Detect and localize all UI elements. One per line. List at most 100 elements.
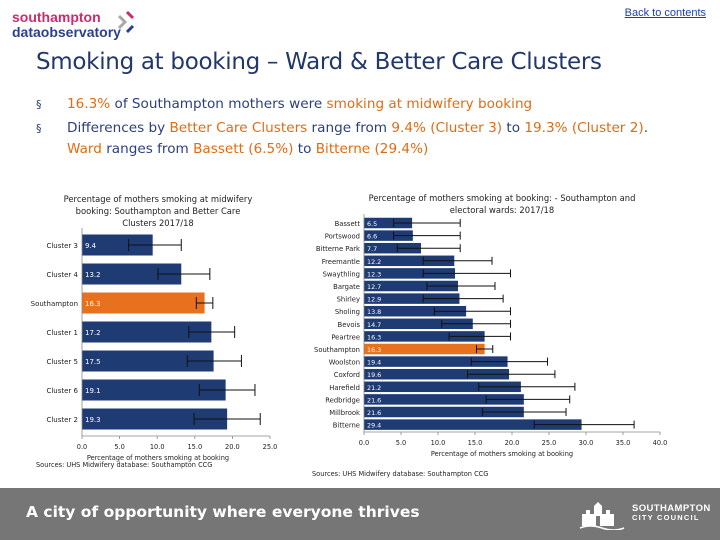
bar-cluster-1 — [82, 321, 212, 343]
category-label-swaythling: Swaythling — [323, 270, 360, 278]
value-label-coxford: 19.6 — [367, 371, 381, 379]
bar-peartree — [364, 331, 485, 342]
category-label-peartree: Peartree — [331, 333, 360, 341]
council-logo-line-2: CITY COUNCIL — [632, 513, 700, 523]
bullet-2-part-2: Better Care Clusters — [169, 120, 308, 136]
bar-bitterne — [364, 419, 582, 430]
category-label-cluster-6: Cluster 6 — [46, 387, 78, 395]
bullet-2-part-10: Bassett (6.5%) — [193, 141, 294, 157]
x-tick-label: 20.0 — [505, 439, 520, 447]
observatory-logo: southampton dataobservatory — [12, 10, 121, 39]
value-label-harefield: 21.2 — [367, 384, 381, 392]
bar-redbridge — [364, 394, 524, 405]
x-tick-label: 25.0 — [263, 443, 278, 451]
bar-bevois — [364, 318, 473, 330]
bullet-2-part-4: 9.4% (Cluster 3) — [391, 120, 503, 136]
bullet-1-part-3: smoking at midwifery booking — [326, 96, 533, 112]
value-label-bevois: 14.7 — [367, 321, 381, 329]
back-to-contents-link[interactable]: Back to contents — [624, 7, 706, 19]
footer-banner: A city of opportunity where everyone thr… — [0, 488, 720, 540]
x-tick-label: 40.0 — [653, 439, 668, 447]
bar-portswood — [364, 230, 413, 241]
bullet-2-part-8: Ward — [67, 141, 102, 157]
value-label-peartree: 16.3 — [367, 333, 381, 341]
x-tick-label: 0.0 — [77, 443, 88, 451]
bullet-2-part-5: to — [502, 120, 525, 136]
key-findings-list: § 16.3% of Southampton mothers were smok… — [36, 94, 686, 163]
bar-coxford — [364, 368, 510, 380]
bar-millbrook — [364, 406, 524, 418]
x-tick-label: 15.0 — [187, 443, 202, 451]
bar-southampton — [82, 292, 205, 314]
bar-cluster-6 — [82, 379, 226, 401]
bar-cluster-4 — [82, 263, 182, 285]
value-label-cluster-1: 17.2 — [85, 329, 101, 337]
x-tick-label: 5.0 — [396, 439, 407, 447]
ward-bar-chart: Percentage of mothers smoking at booking… — [312, 193, 668, 478]
bullet-2-part-12: Bitterne (29.4%) — [315, 141, 429, 157]
cluster-bar-chart: Percentage of mothers smoking at midwife… — [31, 194, 278, 469]
category-label-bitterne: Bitterne — [333, 422, 360, 430]
value-label-sholing: 13.8 — [367, 308, 381, 316]
bar-swaythling — [364, 268, 456, 279]
x-tick-label: 5.0 — [114, 443, 125, 451]
bar-bitterne-park — [364, 242, 421, 254]
page-title: Smoking at booking – Ward & Better Care … — [36, 49, 602, 75]
value-label-cluster-3: 9.4 — [85, 242, 97, 250]
bar-shirley — [364, 293, 460, 304]
category-label-southampton: Southampton — [31, 300, 78, 308]
value-label-bitterne: 29.4 — [367, 422, 381, 430]
category-label-bitterne-park: Bitterne Park — [316, 245, 360, 253]
value-label-portswood: 6.6 — [367, 233, 377, 241]
bar-southampton — [364, 343, 485, 355]
bullet-2-part-11: to — [293, 141, 316, 157]
finding-bullet-1: § 16.3% of Southampton mothers were smok… — [36, 94, 686, 115]
value-label-bassett: 6.5 — [367, 220, 377, 228]
category-label-redbridge: Redbridge — [325, 396, 360, 404]
value-label-southampton: 16.3 — [367, 346, 381, 354]
x-axis-label: Percentage of mothers smoking at booking — [87, 454, 229, 462]
bullet-2-part-6: 19.3% (Cluster 2) — [524, 120, 644, 136]
chart-source-note: Sources: UHS Midwifery database: Southam… — [36, 461, 212, 469]
bar-cluster-3 — [82, 234, 153, 256]
value-label-woolston: 19.4 — [367, 359, 381, 367]
category-label-portswood: Portswood — [325, 233, 360, 241]
category-label-sholing: Sholing — [335, 308, 360, 316]
category-label-harefield: Harefield — [329, 384, 360, 392]
chart-title-line: Percentage of mothers smoking at midwife… — [64, 194, 253, 204]
value-label-cluster-5: 17.5 — [85, 358, 101, 366]
x-tick-label: 10.0 — [431, 439, 446, 447]
bar-woolston — [364, 356, 508, 367]
category-label-shirley: Shirley — [337, 296, 360, 304]
category-label-bargate: Bargate — [333, 283, 360, 291]
value-label-cluster-6: 19.1 — [85, 387, 101, 395]
x-tick-label: 0.0 — [359, 439, 370, 447]
bullet-2-part-9: ranges from — [101, 141, 194, 157]
category-label-cluster-5: Cluster 5 — [46, 358, 78, 366]
finding-bullet-2: § Differences by Better Care Clusters ra… — [36, 118, 686, 160]
bullet-1-part-2: of Southampton mothers were — [110, 96, 327, 112]
category-label-cluster-1: Cluster 1 — [46, 329, 78, 337]
value-label-bargate: 12.7 — [367, 283, 381, 291]
value-label-southampton: 16.3 — [85, 300, 101, 308]
footer-tagline: A city of opportunity where everyone thr… — [26, 503, 420, 521]
x-tick-label: 30.0 — [579, 439, 594, 447]
bar-cluster-2 — [82, 408, 228, 430]
chart-title-line: electoral wards: 2017/18 — [450, 205, 554, 215]
chart-title-line: Clusters 2017/18 — [122, 218, 194, 228]
x-tick-label: 15.0 — [468, 439, 483, 447]
chart-source-note: Sources: UHS Midwifery database: Southam… — [312, 470, 488, 478]
x-axis-label: Percentage of mothers smoking at booking — [431, 450, 573, 458]
observatory-logo-icon — [117, 10, 135, 34]
bar-harefield — [364, 381, 521, 393]
bar-freemantle — [364, 255, 455, 267]
bar-bargate — [364, 280, 458, 292]
bar-sholing — [364, 305, 467, 317]
bullet-marker: § — [36, 98, 42, 111]
logo-line-2: dataobservatory — [12, 24, 121, 40]
category-label-woolston: Woolston — [329, 359, 360, 367]
category-label-coxford: Coxford — [334, 371, 360, 379]
category-label-bevois: Bevois — [338, 321, 361, 329]
bar-cluster-5 — [82, 350, 214, 372]
chart-title-line: Percentage of mothers smoking at booking… — [369, 193, 636, 203]
